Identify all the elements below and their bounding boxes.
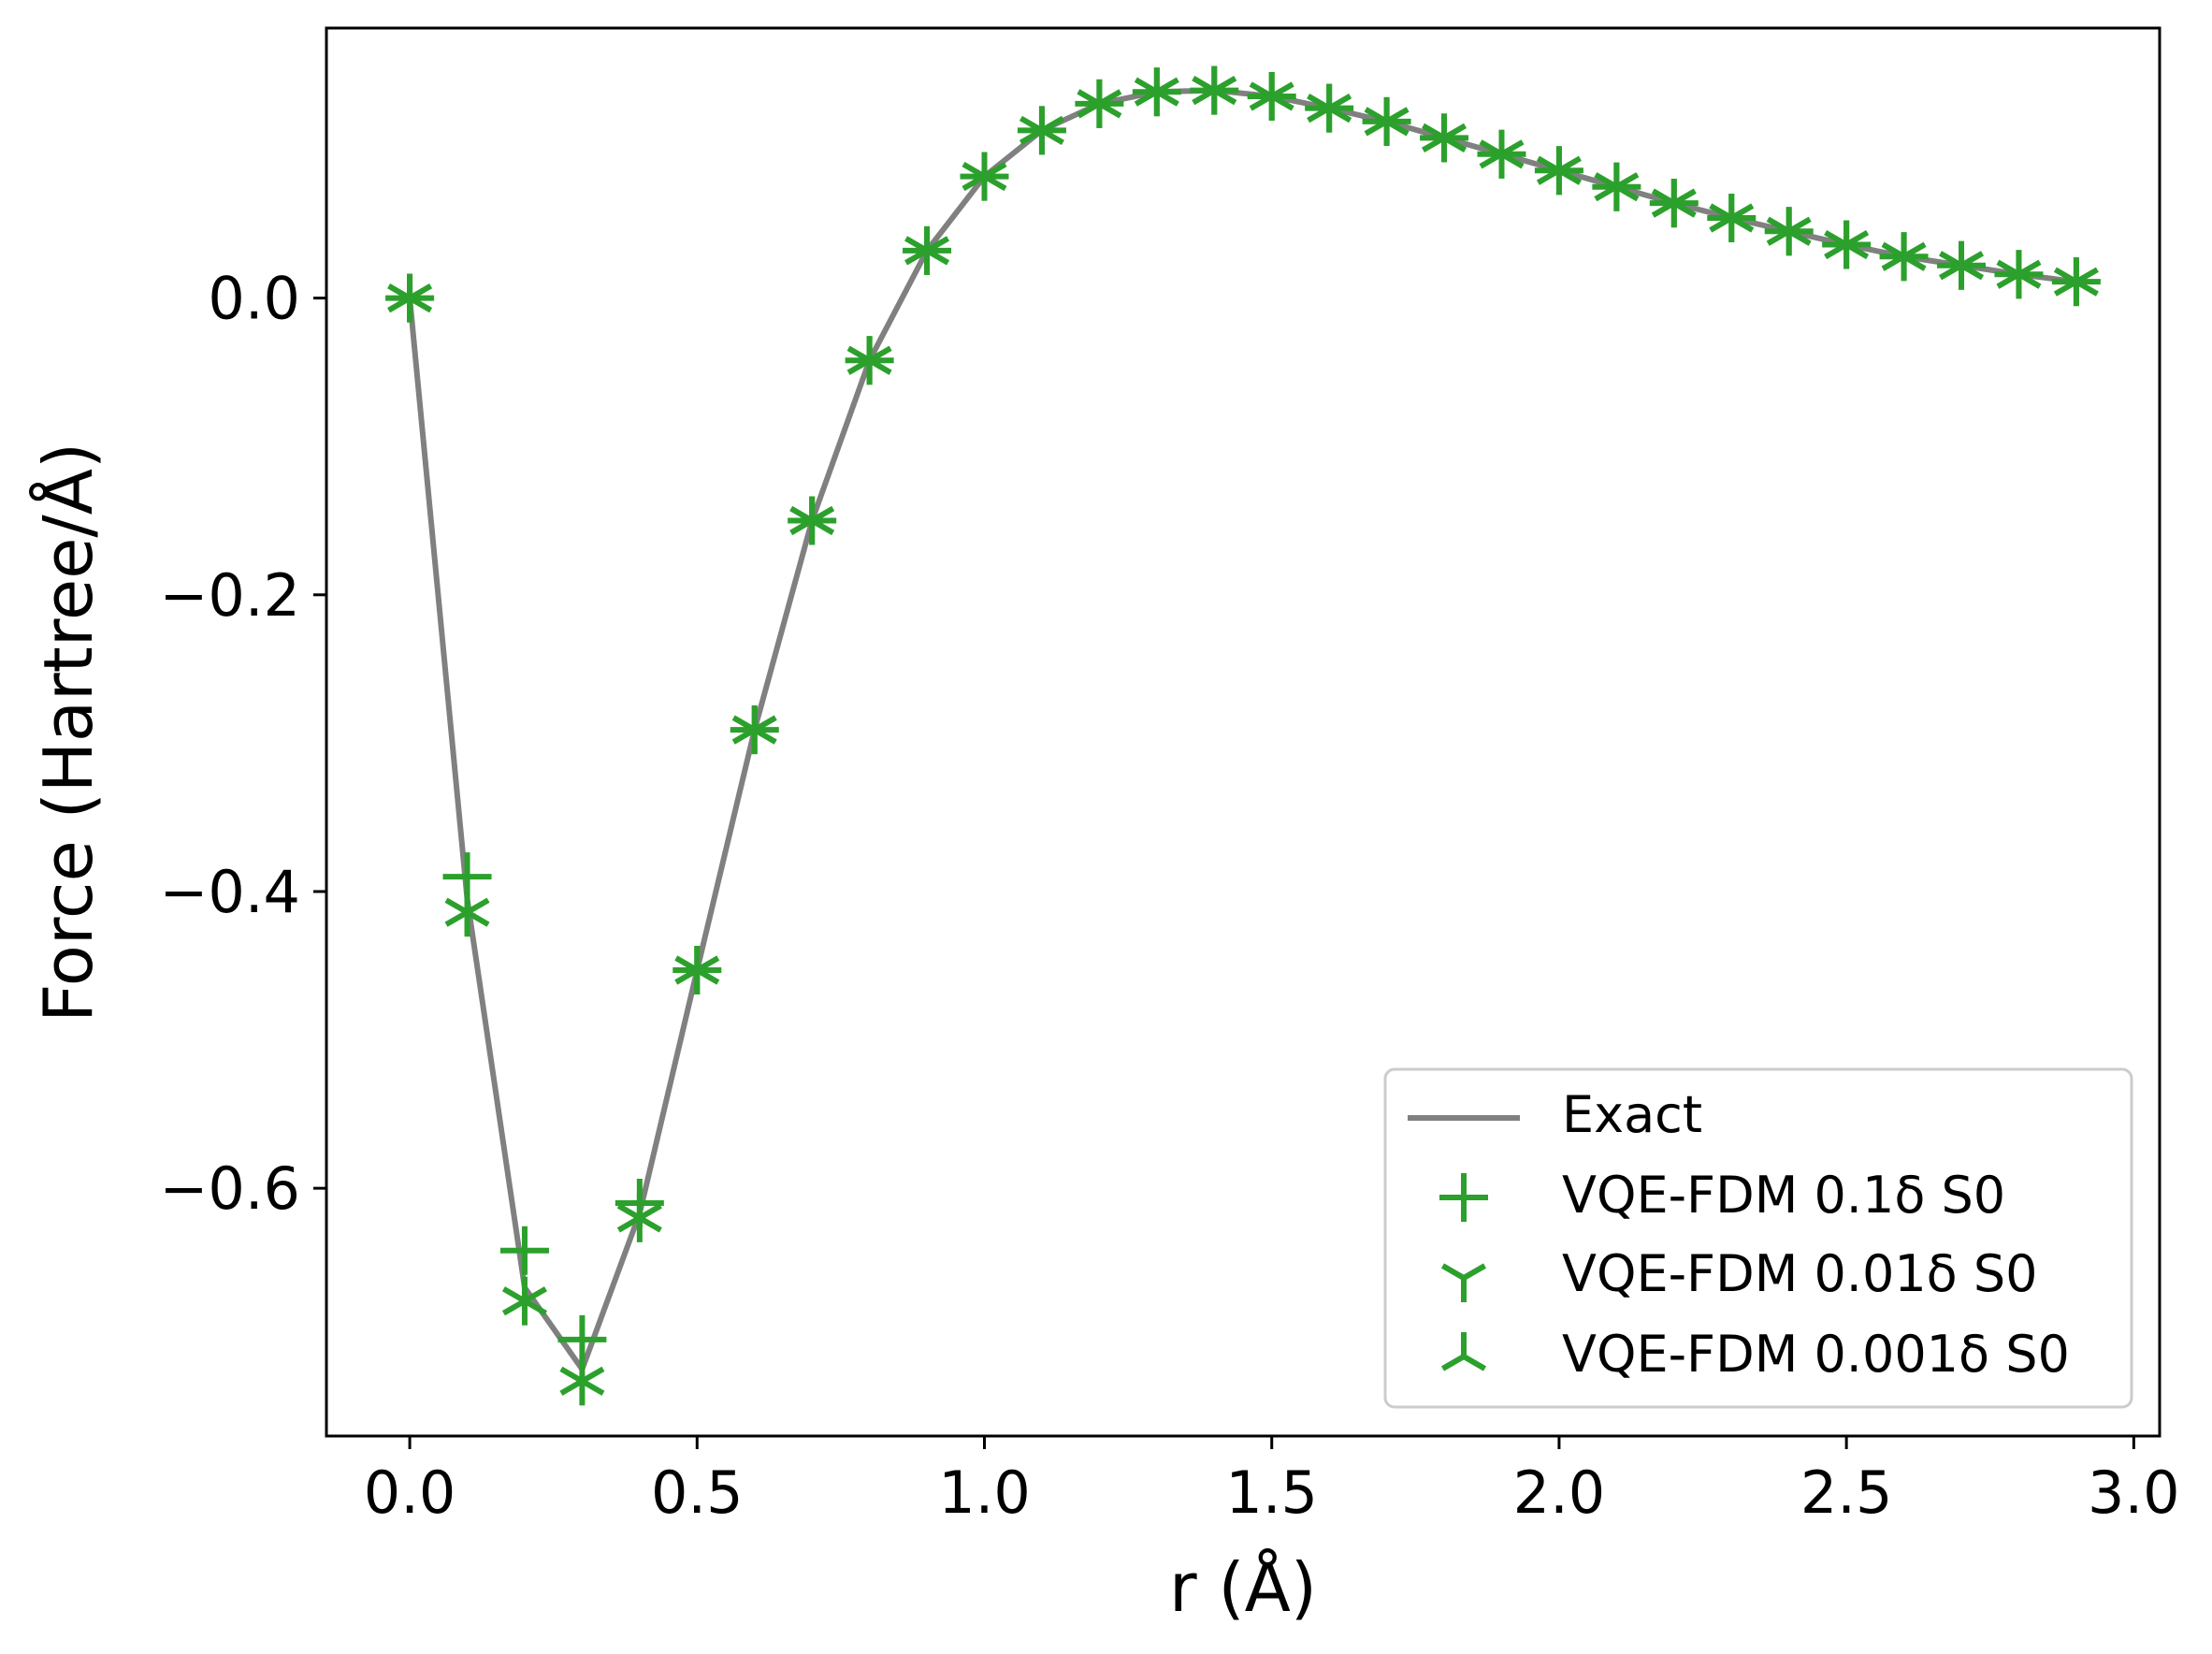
x-tick-label: 2.0 [1513, 1458, 1606, 1527]
tri_down-marker [674, 955, 720, 995]
tri_up-marker [1134, 67, 1179, 107]
tri_up-marker [1077, 79, 1122, 119]
legend-box [1383, 1067, 2133, 1409]
tri_down-marker [1134, 77, 1179, 117]
series-3 [387, 65, 2099, 1396]
tri_down-marker [1364, 107, 1410, 146]
x-tick-label: 3.0 [2088, 1458, 2180, 1527]
tri_down-marker [1192, 76, 1237, 115]
tri_up-marker [1996, 250, 2042, 289]
tri_up-marker [1824, 220, 1870, 260]
axes-frame [325, 26, 2161, 1438]
tri_down-marker [1479, 139, 1525, 179]
tri_down-marker [1709, 203, 1755, 242]
y-tick-label: −0.4 [159, 858, 300, 926]
tri_down-marker [1881, 241, 1927, 282]
tri_up-marker [387, 273, 433, 313]
tri_down-marker [559, 1366, 605, 1406]
y-axis-ticks: 0.0 −0.2 −0.4 −0.6 [159, 265, 326, 1223]
tri_down-marker [1249, 81, 1294, 121]
tri_down-marker [1824, 229, 1870, 269]
x-tick-label: 2.5 [1800, 1458, 1893, 1527]
x-tick-label: 1.0 [938, 1458, 1031, 1527]
legend-label-fdm-0-1: VQE-FDM 0.1δ S0 [1562, 1166, 2005, 1225]
tri_down-marker [846, 345, 892, 385]
tri_up-marker [2053, 257, 2099, 297]
tri_down-marker [1077, 89, 1122, 128]
tri_down-marker [1307, 94, 1352, 133]
tri_up-marker [616, 1193, 662, 1233]
tri_down-marker [387, 283, 433, 323]
tri_down-marker [731, 715, 777, 755]
tri_up-marker [1192, 65, 1237, 106]
legend: Exact VQE-FDM 0.1δ S0 VQE-FDM 0.01δ S0 V… [1383, 1067, 2133, 1409]
tri_up-marker [1881, 232, 1927, 271]
tri_up-marker [1766, 207, 1812, 246]
legend-marker-plus [1439, 1173, 1488, 1222]
tri_up-marker [904, 225, 950, 266]
tri_down-marker [2053, 267, 2099, 307]
tri_down-marker [789, 505, 835, 545]
tri_up-marker [1364, 96, 1410, 137]
tri_up-marker [1019, 106, 1064, 146]
tri_up-marker [846, 336, 892, 375]
legend-marker-tri_up [1440, 1332, 1487, 1371]
tri_down-marker [1939, 251, 1985, 290]
x-axis-label: r (Å) [1169, 1548, 1317, 1627]
tri_down-marker [1422, 123, 1467, 163]
x-axis-ticks: 0.0 0.5 1.0 1.5 2.0 2.5 3.0 [364, 1436, 2180, 1527]
tri_down-marker [1019, 115, 1064, 155]
plus-marker [557, 1314, 607, 1364]
tri_up-marker [961, 152, 1007, 192]
y-tick-label: −0.6 [159, 1154, 300, 1223]
x-tick-label: 1.5 [1225, 1458, 1318, 1527]
tri_up-marker [789, 496, 835, 536]
tri_up-marker [731, 705, 777, 745]
legend-label-fdm-0-001: VQE-FDM 0.001δ S0 [1562, 1325, 2070, 1384]
tri_down-marker [1651, 188, 1697, 228]
legend-symbols [1408, 1115, 1520, 1371]
tri_up-marker [1422, 113, 1467, 152]
tri_down-marker [904, 236, 950, 275]
tri_up-marker [501, 1276, 547, 1316]
tri_up-marker [1479, 129, 1525, 169]
tri_down-marker [501, 1286, 547, 1326]
legend-label-exact: Exact [1562, 1085, 1702, 1144]
tri_down-marker [1766, 216, 1812, 256]
tri_down-marker [444, 897, 490, 937]
legend-label-fdm-0-01: VQE-FDM 0.01δ S0 [1562, 1244, 2038, 1303]
tri_up-marker [1536, 146, 1582, 185]
tri_up-marker [559, 1357, 605, 1396]
tri_down-marker [1536, 155, 1582, 196]
tri_up-marker [1594, 162, 1640, 202]
x-tick-label: 0.0 [364, 1458, 456, 1527]
x-tick-label: 0.5 [651, 1458, 744, 1527]
y-tick-label: 0.0 [208, 265, 300, 333]
legend-marker-tri_down [1440, 1263, 1487, 1302]
tri_down-marker [1594, 172, 1640, 211]
plus-marker [499, 1226, 549, 1275]
tri_down-marker [1996, 259, 2042, 299]
tri_down-marker [616, 1203, 662, 1242]
tri_up-marker [1249, 71, 1294, 111]
tri_up-marker [444, 888, 490, 927]
tri_up-marker [1939, 240, 1985, 281]
tri_up-marker [1307, 83, 1352, 123]
tri_down-marker [961, 161, 1007, 201]
series-2 [387, 76, 2099, 1406]
tri_up-marker [1651, 179, 1697, 218]
tri_up-marker [1709, 193, 1755, 233]
plot-area [385, 65, 2101, 1406]
y-tick-label: −0.2 [159, 561, 300, 630]
tri_up-marker [674, 946, 720, 985]
y-axis-label: Force (Hartree/Å) [29, 443, 108, 1023]
